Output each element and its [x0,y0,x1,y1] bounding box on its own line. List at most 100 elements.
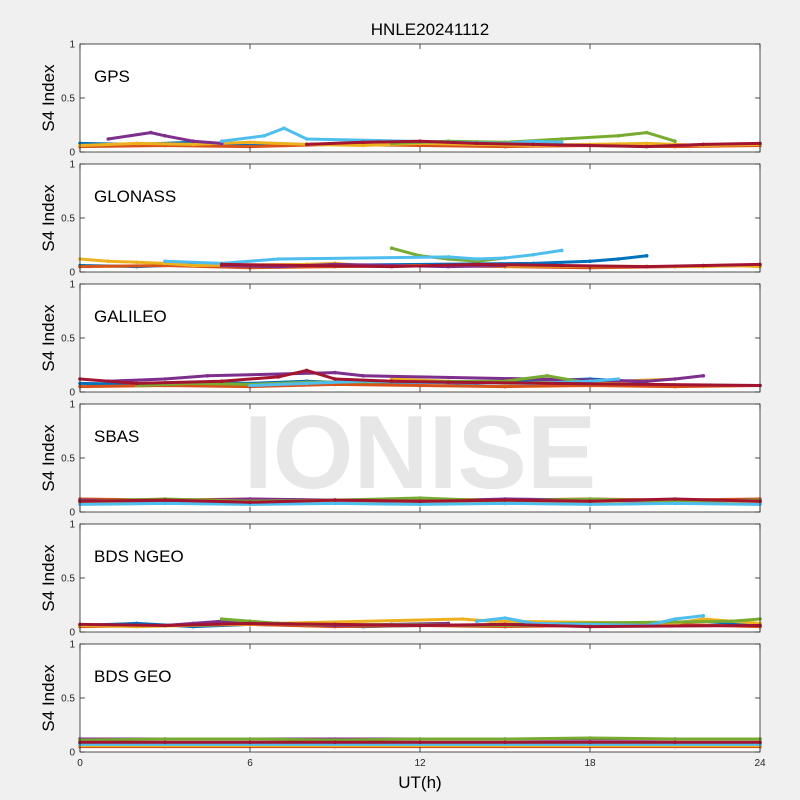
data-point [701,263,706,268]
data-point [134,141,139,146]
y-tick-label: 0 [69,748,75,759]
data-point [644,144,649,149]
data-point [248,383,252,388]
data-point [503,622,507,627]
data-point [503,740,507,745]
data-point [219,262,224,267]
data-point [219,139,224,143]
y-axis-label: S4 Index [39,664,58,732]
series-line [475,614,705,627]
y-axis-label: S4 Index [39,544,58,612]
data-point [446,380,451,385]
data-point [163,740,167,745]
data-point [616,134,621,138]
panels: 0 0.5 1 GPS S4 Index 0 0.5 1 GLONASS S4 Index 0 0.5… [39,40,766,770]
panel-0: 0 0.5 1 GPS S4 Index [39,40,762,159]
data-point [276,257,281,261]
data-point [248,740,252,745]
data-point [474,619,479,623]
data-point [616,257,621,261]
data-point [531,139,536,143]
series-3 [106,130,224,146]
data-point [673,501,677,506]
data-point [474,257,479,261]
data-point [701,374,706,378]
data-point [134,260,139,265]
data-point [418,623,422,628]
data-point [701,142,706,147]
data-point [304,368,309,373]
data-point [333,370,337,375]
data-point [503,737,507,741]
data-point [418,139,422,143]
data-point [474,262,479,267]
y-tick-label: 1 [69,400,75,411]
data-point [262,134,267,138]
data-point [205,374,210,378]
data-point [474,141,479,146]
y-tick-label: 0.5 [61,694,75,705]
data-point [304,263,309,268]
y-tick-label: 0.5 [61,334,75,345]
data-point [389,264,394,269]
data-point [588,736,592,740]
data-point [673,737,677,741]
panel-title: BDS NGEO [94,547,184,566]
y-tick-label: 0.5 [61,574,75,585]
data-point [418,499,422,504]
data-point [673,740,677,745]
data-point [418,740,422,745]
y-tick-label: 1 [69,280,75,291]
series-line [220,262,762,269]
data-point [361,374,366,378]
data-point [673,377,677,381]
data-point [163,377,167,381]
data-point [191,263,196,268]
data-point [545,374,550,378]
data-point [106,259,111,264]
data-point [333,377,337,381]
data-point [282,126,286,130]
x-tick-label: 18 [584,758,596,769]
series-line [106,371,705,383]
y-axis-label: S4 Index [39,64,58,132]
data-point [729,619,734,623]
x-tick-label: 0 [77,758,83,769]
y-axis-label: S4 Index [39,424,58,492]
data-point [418,496,422,500]
data-point [333,740,337,745]
data-point [673,497,677,501]
panel-4: 0 0.5 1 BDS NGEO S4 Index [39,520,762,639]
y-tick-label: 0.5 [61,214,75,225]
data-point [559,248,564,253]
data-point [333,498,337,502]
data-point [644,264,649,269]
y-tick-label: 0.5 [61,454,75,465]
data-point [644,379,649,384]
y-tick-label: 0 [69,388,75,399]
data-point [588,624,592,629]
series-6 [78,621,762,629]
data-point [219,379,224,384]
data-point [389,246,394,250]
y-tick-label: 1 [69,520,75,531]
data-point [163,498,167,502]
data-point [333,501,337,506]
axes-background [80,524,760,632]
series-line [163,248,564,265]
axes-background [80,284,760,392]
data-point [134,381,139,386]
x-tick-label: 6 [247,758,253,769]
data-point [588,499,592,504]
y-tick-label: 0.5 [61,94,75,105]
data-point [191,139,196,143]
data-point [531,252,536,257]
data-point [701,614,706,618]
data-point [460,617,465,621]
x-tick-label: 12 [414,758,426,769]
data-point [503,384,507,389]
axes-background [80,404,760,512]
data-point [673,139,677,143]
data-point [191,142,196,147]
